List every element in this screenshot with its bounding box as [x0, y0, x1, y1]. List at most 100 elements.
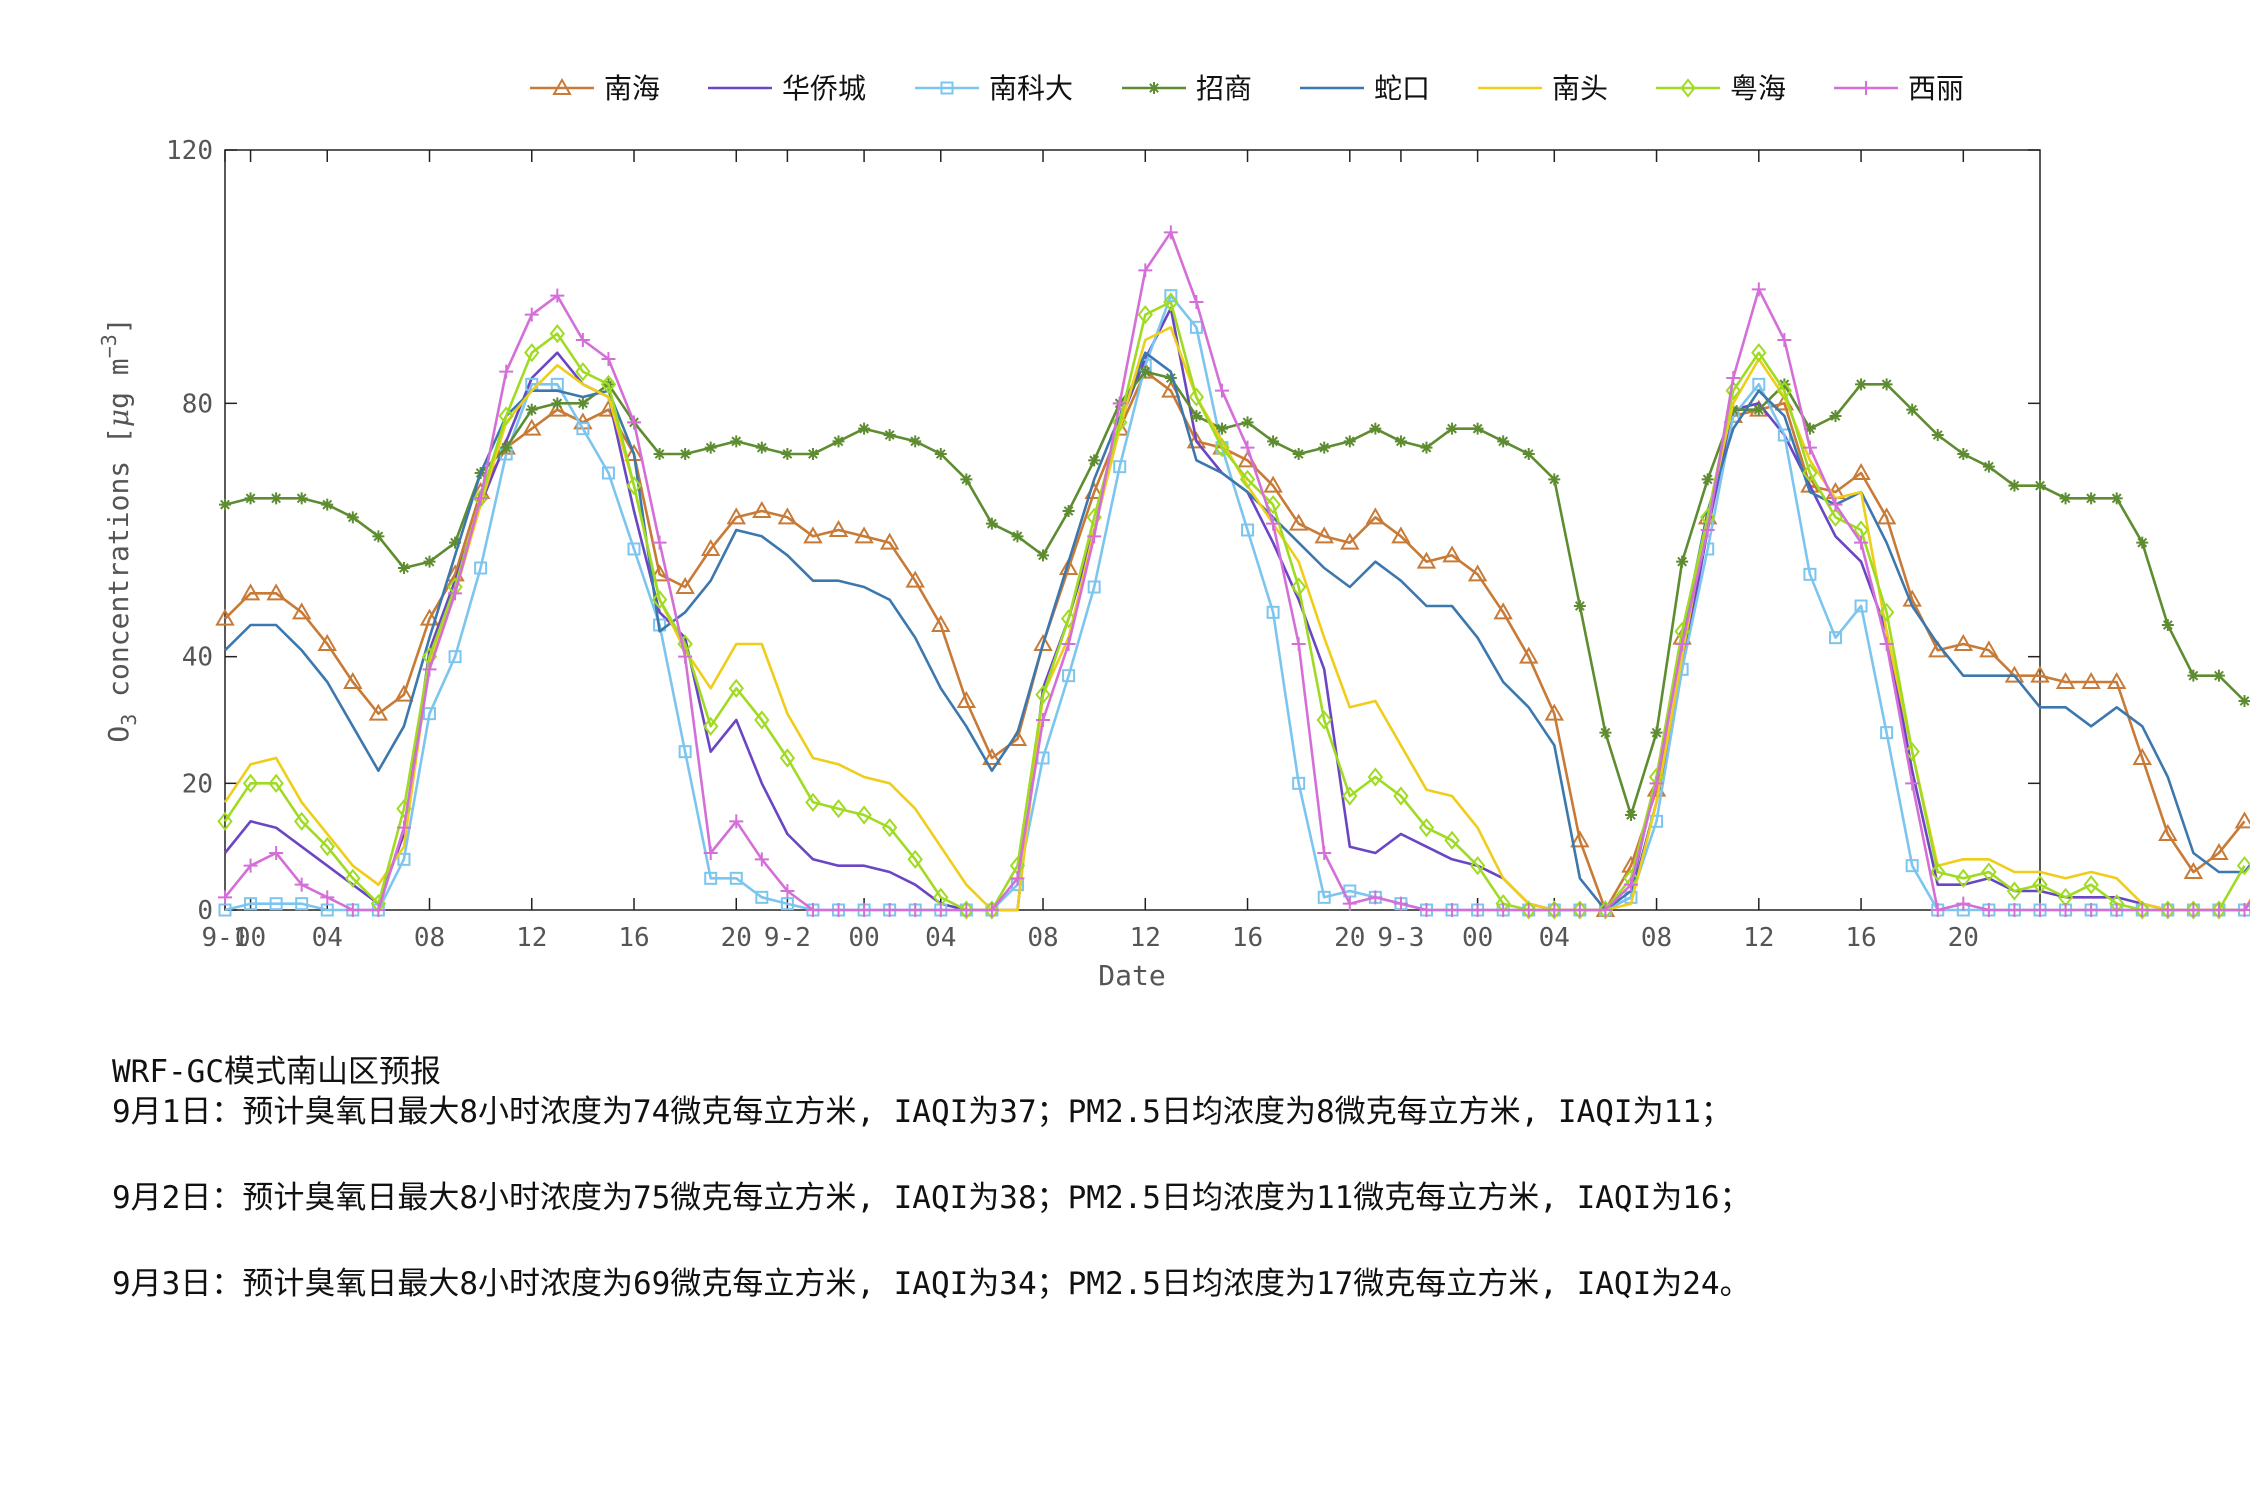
data-point: [2034, 479, 2046, 492]
data-point: [2160, 903, 2175, 917]
x-tick-label: 20: [1334, 923, 1365, 953]
data-point: [1087, 580, 1101, 594]
data-point: [1189, 295, 1204, 309]
data-point: [269, 846, 284, 860]
data-point: [2187, 669, 2200, 682]
data-point: [831, 903, 846, 917]
data-point: [601, 352, 616, 366]
data-point: [1442, 545, 1462, 563]
x-tick-label: 04: [925, 923, 956, 953]
data-point: [1241, 416, 1254, 429]
y-axis: 0 20 40 80 120: [166, 136, 2040, 926]
data-point: [549, 324, 566, 344]
data-point: [1751, 343, 1767, 363]
legend-item: 招商: [1122, 72, 1252, 105]
data-point: [1570, 830, 1590, 848]
data-point: [780, 884, 795, 898]
x-tick-label: 9-2: [764, 923, 811, 953]
data-point: [1931, 429, 1944, 441]
data-point: [882, 903, 897, 917]
data-point: [678, 745, 692, 759]
y-tick-label: 120: [166, 136, 213, 166]
data-point: [1035, 685, 1051, 705]
x-tick-label: 16: [1845, 923, 1876, 953]
x-tick-label: 16: [618, 923, 649, 953]
data-point: [2058, 903, 2073, 917]
x-tick-label: 20: [1948, 923, 1979, 953]
data-point: [959, 903, 974, 917]
data-point: [1420, 441, 1433, 454]
legend-label: 南头: [1552, 72, 1608, 105]
data-point: [1113, 460, 1127, 474]
data-point: [2106, 671, 2127, 689]
data-point: [2212, 669, 2225, 682]
data-point: [1266, 516, 1281, 531]
data-point: [525, 403, 538, 416]
data-point: [1263, 475, 1283, 493]
data-point: [371, 903, 386, 917]
forecast-notes: WRF-GC模式南山区预报 9月1日：预计臭氧日最大8小时浓度为74微克每立方米…: [112, 1052, 2212, 1304]
data-point: [1343, 435, 1356, 448]
data-point: [320, 890, 335, 905]
legend-marker: [940, 81, 954, 95]
data-point: [2136, 536, 2149, 549]
data-point: [1446, 422, 1459, 435]
data-point: [1036, 713, 1051, 727]
data-point: [524, 343, 540, 363]
x-axis-title: Date: [1098, 959, 1165, 992]
data-point: [1241, 523, 1255, 537]
x-tick-label: 00: [848, 923, 879, 953]
data-point: [498, 406, 514, 426]
data-point: [703, 716, 719, 736]
data-point: [1521, 903, 1536, 917]
data-point: [1010, 871, 1025, 886]
data-point: [397, 852, 411, 866]
data-point: [1521, 900, 1537, 920]
data-point: [1291, 637, 1306, 651]
data-point: [1700, 523, 1715, 537]
legend-marker: [1680, 78, 1696, 98]
series-line: [224, 294, 2250, 912]
legend-label: 招商: [1196, 72, 1252, 105]
data-point: [1062, 669, 1076, 683]
data-point: [269, 897, 283, 911]
data-point: [2008, 479, 2021, 492]
data-point: [1214, 438, 1230, 458]
data-point: [1188, 387, 1205, 407]
data-point: [550, 288, 565, 303]
data-point: [1599, 726, 1612, 739]
data-point: [879, 532, 900, 550]
data-point: [1956, 896, 1971, 911]
data-point: [2007, 903, 2022, 917]
series-line: [223, 300, 2246, 912]
x-tick-label: 08: [414, 923, 445, 953]
data-point: [729, 871, 743, 885]
data-point: [1393, 786, 1409, 806]
data-point: [1418, 818, 1435, 838]
data-point: [1445, 903, 1460, 917]
data-point: [1469, 856, 1486, 876]
data-point: [752, 500, 772, 518]
data-point: [2081, 671, 2101, 689]
data-point: [1776, 381, 1793, 401]
data-point: [2084, 903, 2099, 917]
data-point: [1493, 602, 1513, 620]
legend: 南海 华侨城 南科大 招商 蛇口 南头 粤海 西丽: [530, 72, 1964, 105]
data-point: [1214, 383, 1229, 398]
series-layer: [215, 225, 2250, 920]
data-point: [1497, 435, 1510, 448]
data-point: [1163, 225, 1178, 240]
legend-marker: [1148, 82, 1160, 94]
data-point: [1215, 422, 1228, 435]
data-point: [2055, 671, 2076, 689]
data-point: [270, 492, 283, 505]
data-point: [1979, 640, 1999, 658]
data-point: [1189, 320, 1203, 334]
forecast-day-1: 9月1日：预计臭氧日最大8小时浓度为74微克每立方米, IAQI为37；PM2.…: [112, 1094, 1732, 1130]
data-point: [704, 871, 718, 885]
data-point: [1290, 577, 1307, 597]
x-tick-label: 00: [235, 923, 266, 953]
data-point: [1033, 633, 1053, 651]
data-point: [2083, 875, 2099, 895]
data-point: [321, 498, 334, 511]
